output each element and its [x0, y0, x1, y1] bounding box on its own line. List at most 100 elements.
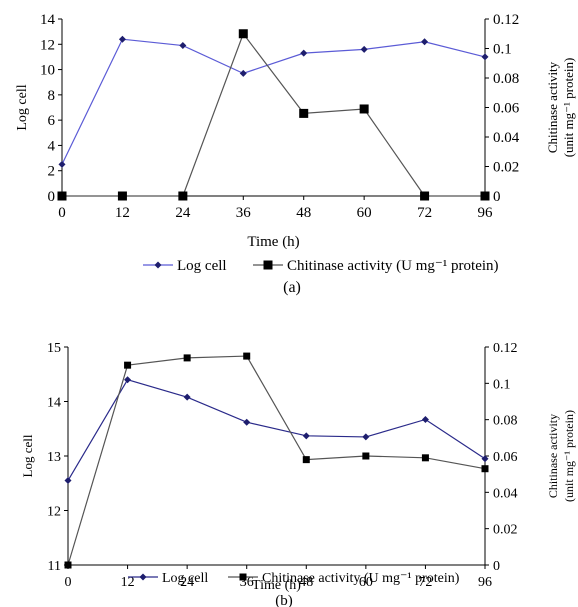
data-point-chitinase: [359, 104, 369, 114]
y-right-tick-label: 0: [493, 189, 501, 205]
chart-panel-b: 11 12 13 14 15 0 0.02 0.04 0.06 0.08 0.1 0.12 0 12 24 3…: [0, 310, 578, 607]
data-point-log-cell: [362, 433, 370, 441]
legend-marker-log-cell: [139, 573, 147, 581]
y-right-tick-label: 0.02: [493, 523, 518, 538]
y-left-tick-label: 2: [48, 164, 56, 180]
x-tick-label: 24: [175, 205, 191, 221]
y-right-tick-label: 0.06: [493, 101, 520, 117]
x-tick-label: 12: [115, 205, 130, 221]
y-right-tick-label: 0.08: [493, 71, 519, 87]
data-point-log-cell: [421, 38, 429, 46]
chart-panel-a: 0 2 4 6 8 10 12 14 0 0.02 0.04 0.06 0.08 0.1 0.12 0 12 24…: [0, 0, 578, 300]
legend-label-log-cell: Log cell: [177, 258, 227, 274]
data-point-chitinase: [302, 456, 310, 464]
y-right-tick-label: 0.12: [493, 341, 518, 356]
legend-marker-chitinase: [263, 260, 273, 270]
y-right-tick-label: 0.12: [493, 12, 519, 28]
y-right-tick-label: 0.1: [493, 377, 511, 392]
y-left-tick-label: 4: [48, 138, 56, 154]
x-tick-label: 96: [478, 575, 492, 590]
y-axis-title-right-line2: (unit mg⁻¹ protein): [562, 410, 576, 502]
data-point-log-cell: [179, 42, 187, 50]
y-left-tick-label: 10: [40, 63, 55, 79]
data-point-chitinase: [57, 191, 67, 201]
data-point-log-cell: [64, 477, 72, 485]
y-left-tick-label: 12: [47, 505, 61, 520]
legend-label-log-cell: Log cell: [162, 571, 208, 586]
data-point-chitinase: [481, 465, 489, 473]
y-right-tick-label: 0.08: [493, 414, 518, 429]
data-point-log-cell: [302, 432, 310, 440]
y-right-tick-label: 0.1: [493, 42, 512, 58]
x-tick-label: 12: [121, 575, 135, 590]
legend-label-chitinase: Chitinase activity (U mg⁻¹ protein): [262, 571, 460, 586]
y-right-tick-label: 0.02: [493, 160, 519, 176]
y-left-tick-label: 11: [48, 559, 61, 574]
y-left-tick-label: 15: [47, 341, 61, 356]
x-axis-title: Time (h): [247, 234, 299, 250]
data-point-chitinase: [183, 354, 191, 362]
data-point-chitinase: [124, 361, 132, 369]
series-line-0: [67, 378, 486, 481]
legend-marker-chitinase: [239, 573, 247, 581]
y-right-tick-label: 0: [493, 559, 500, 574]
data-point-log-cell: [124, 376, 132, 384]
x-tick-label: 0: [58, 205, 66, 221]
data-point-log-cell: [183, 393, 191, 401]
x-tick-label: 72: [417, 205, 432, 221]
x-tick-label: 36: [236, 205, 252, 221]
data-point-log-cell: [239, 69, 247, 77]
panel-label: (a): [283, 279, 301, 296]
x-tick-label: 60: [359, 575, 373, 590]
legend-label-chitinase: Chitinase activity (U mg⁻¹ protein): [287, 258, 499, 274]
y-left-tick-label: 13: [47, 450, 61, 465]
y-right-tick-label: 0.04: [493, 486, 518, 501]
series-line-1: [67, 355, 486, 566]
y-axis-title-left: Log cell: [15, 84, 30, 130]
data-point-chitinase: [299, 108, 309, 118]
x-tick-label: 48: [299, 575, 313, 590]
y-axis-title-left: Log cell: [20, 434, 35, 477]
y-axis-title-right-line1: Chitinase activity: [545, 61, 560, 153]
legend-marker-log-cell: [154, 261, 162, 269]
data-point-log-cell: [243, 418, 251, 426]
data-point-log-cell: [118, 35, 126, 43]
y-left-tick-label: 6: [48, 113, 56, 129]
y-axis-title-right-line1: Chitinase activity: [546, 414, 560, 498]
data-point-chitinase: [117, 191, 127, 201]
x-tick-label: 24: [180, 575, 194, 590]
data-point-chitinase: [362, 452, 370, 460]
data-point-log-cell: [360, 45, 368, 53]
x-tick-label: 48: [296, 205, 311, 221]
y-axis-title-right-line2: (unit mg⁻¹ protein): [561, 58, 576, 158]
y-left-tick-label: 12: [40, 37, 55, 53]
y-right-tick-label: 0.06: [493, 450, 518, 465]
data-point-log-cell: [481, 53, 489, 61]
y-right-tick-label: 0.04: [493, 130, 520, 146]
x-tick-label: 72: [418, 575, 432, 590]
data-point-chitinase: [178, 191, 188, 201]
data-point-chitinase: [243, 352, 251, 360]
data-point-chitinase: [64, 561, 72, 569]
y-left-tick-label: 14: [47, 396, 61, 411]
data-point-log-cell: [421, 415, 429, 423]
data-point-log-cell: [300, 49, 308, 57]
y-left-tick-label: 14: [40, 12, 56, 28]
data-point-chitinase: [421, 454, 429, 462]
data-point-log-cell: [58, 160, 66, 168]
data-point-log-cell: [481, 455, 489, 463]
y-left-tick-label: 0: [48, 189, 56, 205]
x-tick-label: 96: [478, 205, 494, 221]
series-line-0: [61, 38, 486, 165]
panel-label: (b): [275, 593, 293, 607]
x-tick-label: 0: [65, 575, 72, 590]
x-axis-title: Time (h): [252, 578, 301, 593]
series-line-1: [62, 32, 485, 197]
data-point-chitinase: [238, 29, 248, 39]
data-point-chitinase: [480, 191, 490, 201]
x-tick-label: 60: [357, 205, 372, 221]
y-left-tick-label: 8: [48, 88, 56, 104]
data-point-chitinase: [420, 191, 430, 201]
